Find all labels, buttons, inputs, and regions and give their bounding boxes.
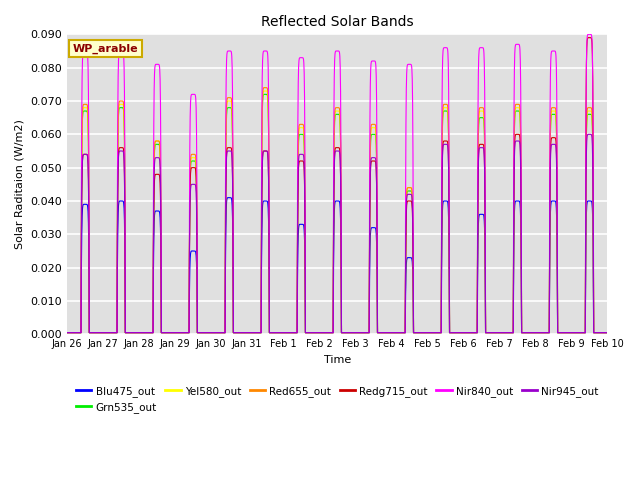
Blu475_out (294, 246, 301, 252)
Redg715_out (593, 330, 601, 336)
Yel580_out (63, 330, 71, 336)
Grn535_out (125, 330, 132, 336)
Yel580_out (271, 330, 278, 336)
Yel580_out (157, 203, 164, 208)
Nir945_out (294, 212, 301, 217)
Redg715_out (125, 330, 132, 336)
Legend: Blu475_out, Grn535_out, Yel580_out, Red655_out, Redg715_out, Nir840_out, Nir945_: Blu475_out, Grn535_out, Yel580_out, Red6… (72, 382, 603, 417)
Yel580_out (294, 170, 301, 176)
Red655_out (294, 168, 301, 174)
Blu475_out (225, 195, 233, 201)
Line: Yel580_out: Yel580_out (67, 91, 607, 333)
Line: Nir945_out: Nir945_out (67, 134, 607, 333)
Nir945_out (157, 214, 164, 219)
X-axis label: Time: Time (324, 355, 351, 365)
Redg715_out (63, 330, 71, 336)
Nir945_out (271, 330, 278, 336)
Red655_out (125, 330, 132, 336)
Nir840_out (593, 330, 601, 336)
Nir945_out (63, 330, 71, 336)
Red655_out (63, 330, 71, 336)
Line: Redg715_out: Redg715_out (67, 37, 607, 333)
Grn535_out (271, 330, 278, 336)
Grn535_out (262, 92, 269, 97)
Text: WP_arable: WP_arable (72, 43, 138, 54)
Yel580_out (604, 330, 611, 336)
Nir840_out (63, 330, 71, 336)
Blu475_out (604, 330, 611, 336)
Grn535_out (535, 330, 543, 336)
Nir840_out (604, 330, 611, 336)
Yel580_out (535, 330, 543, 336)
Nir840_out (271, 330, 278, 336)
Nir945_out (593, 330, 601, 336)
Redg715_out (534, 330, 542, 336)
Nir840_out (125, 330, 132, 336)
Blu475_out (535, 330, 543, 336)
Blu475_out (125, 330, 132, 336)
Red655_out (157, 203, 164, 208)
Y-axis label: Solar Raditaion (W/m2): Solar Raditaion (W/m2) (15, 120, 25, 249)
Yel580_out (125, 330, 132, 336)
Grn535_out (63, 330, 71, 336)
Blu475_out (593, 330, 601, 336)
Red655_out (593, 330, 601, 336)
Grn535_out (593, 330, 601, 336)
Redg715_out (604, 330, 611, 336)
Red655_out (535, 330, 543, 336)
Nir840_out (586, 32, 593, 37)
Redg715_out (294, 216, 301, 222)
Nir945_out (125, 330, 132, 336)
Red655_out (271, 330, 278, 336)
Nir840_out (157, 152, 164, 157)
Grn535_out (294, 176, 301, 181)
Line: Grn535_out: Grn535_out (67, 95, 607, 333)
Nir945_out (534, 330, 542, 336)
Nir945_out (604, 330, 611, 336)
Redg715_out (157, 225, 164, 230)
Yel580_out (593, 330, 601, 336)
Grn535_out (157, 205, 164, 211)
Red655_out (604, 330, 611, 336)
Redg715_out (586, 35, 593, 40)
Red655_out (262, 85, 269, 91)
Line: Blu475_out: Blu475_out (67, 198, 607, 333)
Nir840_out (294, 147, 301, 153)
Redg715_out (271, 330, 278, 336)
Grn535_out (604, 330, 611, 336)
Nir840_out (534, 330, 542, 336)
Blu475_out (271, 330, 278, 336)
Line: Nir840_out: Nir840_out (67, 35, 607, 333)
Blu475_out (63, 330, 71, 336)
Blu475_out (157, 249, 164, 255)
Yel580_out (262, 88, 269, 94)
Title: Reflected Solar Bands: Reflected Solar Bands (261, 15, 413, 29)
Nir945_out (586, 132, 593, 137)
Line: Red655_out: Red655_out (67, 88, 607, 333)
